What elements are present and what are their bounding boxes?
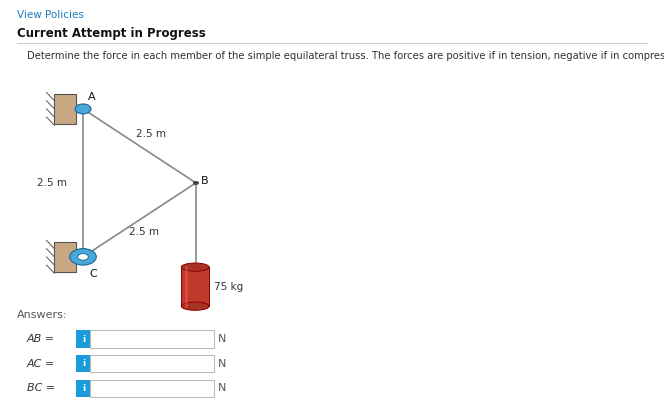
Circle shape xyxy=(193,181,199,185)
FancyBboxPatch shape xyxy=(90,330,214,348)
Polygon shape xyxy=(54,94,76,124)
FancyBboxPatch shape xyxy=(76,330,92,348)
FancyBboxPatch shape xyxy=(76,380,92,397)
Ellipse shape xyxy=(181,263,209,271)
Text: Answers:: Answers: xyxy=(17,310,67,320)
Ellipse shape xyxy=(181,302,209,310)
Text: AC =: AC = xyxy=(27,359,55,369)
Text: i: i xyxy=(82,384,85,393)
Text: AB =: AB = xyxy=(27,334,54,344)
Polygon shape xyxy=(181,267,209,306)
FancyBboxPatch shape xyxy=(76,355,92,372)
FancyBboxPatch shape xyxy=(90,355,214,372)
Circle shape xyxy=(75,104,91,114)
Text: Current Attempt in Progress: Current Attempt in Progress xyxy=(17,27,205,40)
Text: Determine the force in each member of the simple equilateral truss. The forces a: Determine the force in each member of th… xyxy=(27,51,664,61)
Text: B: B xyxy=(201,176,208,186)
FancyBboxPatch shape xyxy=(90,380,214,397)
Text: C: C xyxy=(90,269,98,279)
Text: N: N xyxy=(218,383,226,393)
Text: i: i xyxy=(82,359,85,368)
Text: A: A xyxy=(88,92,95,102)
Circle shape xyxy=(78,254,88,260)
Text: BC =: BC = xyxy=(27,383,55,393)
Text: View Policies: View Policies xyxy=(17,10,84,20)
Text: N: N xyxy=(218,334,226,344)
Text: 2.5 m: 2.5 m xyxy=(129,227,159,237)
Text: i: i xyxy=(82,335,85,344)
Circle shape xyxy=(70,249,96,265)
Text: 2.5 m: 2.5 m xyxy=(136,129,166,139)
Text: 2.5 m: 2.5 m xyxy=(37,178,66,188)
Text: N: N xyxy=(218,359,226,369)
Text: 75 kg: 75 kg xyxy=(214,282,244,292)
Polygon shape xyxy=(54,242,76,272)
